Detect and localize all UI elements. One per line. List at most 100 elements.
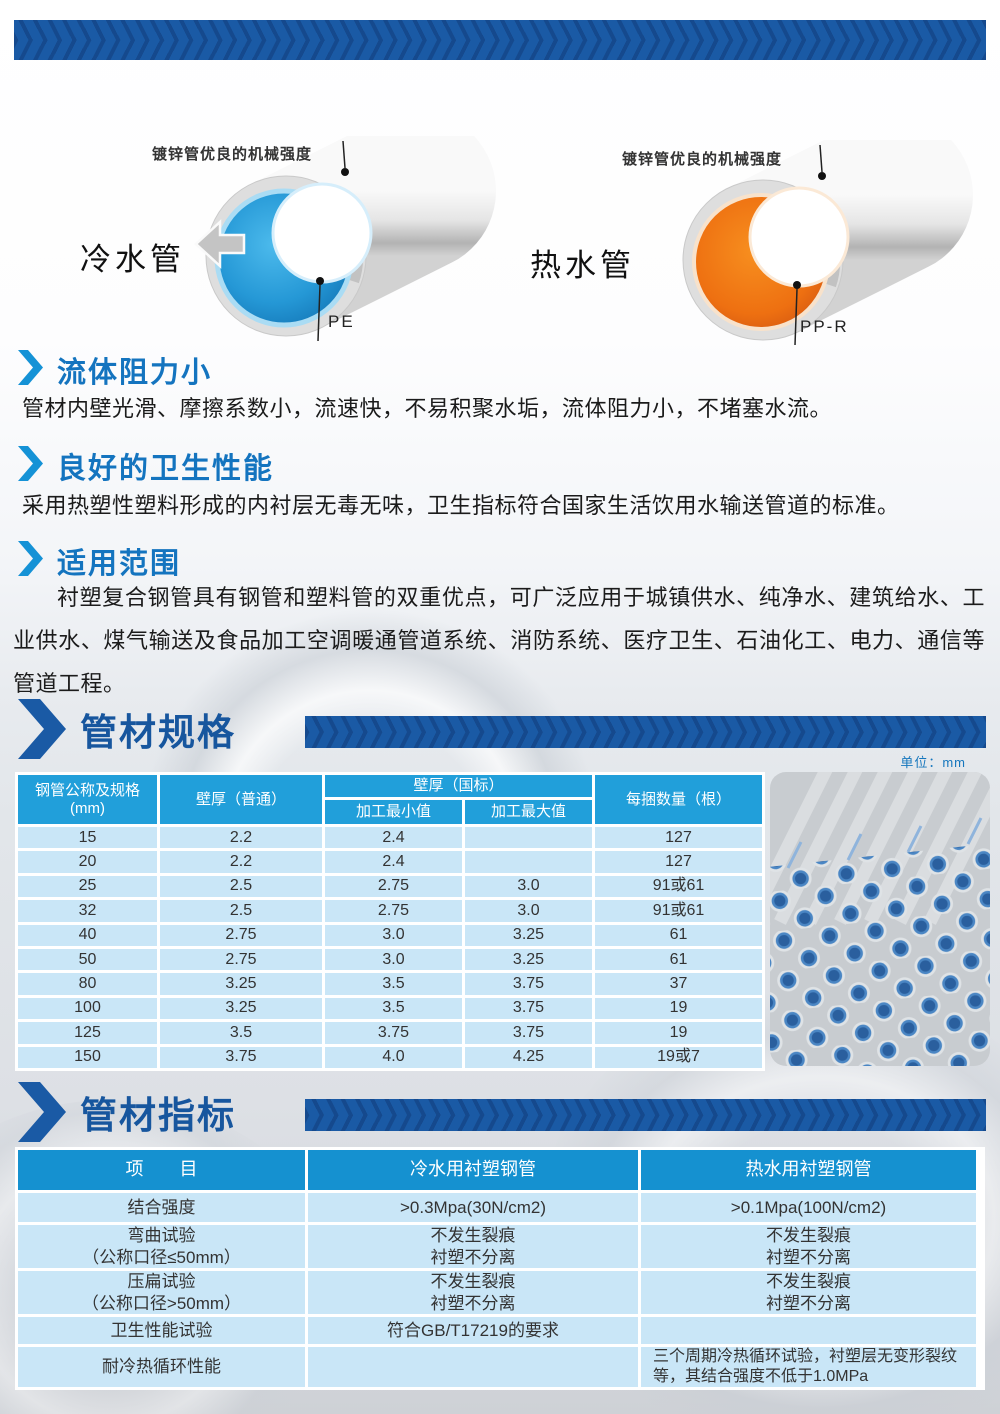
hot-lining-label: PP-R <box>800 317 849 336</box>
index-cell: 不发生裂痕 衬塑不分离 <box>308 1225 638 1268</box>
cold-lining-label: PE <box>328 312 355 331</box>
feature-body-hygiene: 采用热塑性塑料形成的内衬层无毒无味，卫生指标符合国家生活饮用水输送管道的标准。 <box>22 493 900 518</box>
spec-cell: 3.75 <box>160 1046 322 1068</box>
spec-cell: 2.5 <box>160 875 322 898</box>
spec-cell: 91或61 <box>595 900 762 922</box>
spec-cell: 4.0 <box>325 1046 462 1068</box>
spec-cell <box>465 851 592 873</box>
index-col-header: 冷水用衬塑钢管 <box>308 1150 638 1190</box>
spec-col-header: 壁厚（普通） <box>160 775 322 824</box>
feature-body-scope: 衬塑复合钢管具有钢管和塑料管的双重优点，可广泛应用于城镇供水、纯净水、建筑给水、… <box>13 585 985 696</box>
spec-cell: 3.5 <box>325 973 462 995</box>
cold-pipe-title: 冷水管 <box>80 242 185 277</box>
spec-cell: 3.25 <box>465 948 592 971</box>
spec-cell: 3.0 <box>325 924 462 946</box>
spec-cell: 19 <box>595 1022 762 1044</box>
spec-col-header: 钢管公称及规格(mm) <box>18 775 157 824</box>
chevron-bullet-icon <box>18 446 43 481</box>
index-cell: 卫生性能试验 <box>18 1317 305 1344</box>
spec-cell: 19 <box>595 997 762 1020</box>
spec-cell: 61 <box>595 948 762 971</box>
spec-section-title: 管材规格 <box>80 712 236 753</box>
spec-cell: 2.5 <box>160 900 322 922</box>
spec-cell: 3.75 <box>325 1022 462 1044</box>
spec-cell: 3.0 <box>325 948 462 971</box>
spec-cell: 3.25 <box>465 924 592 946</box>
spec-cell: 20 <box>18 851 157 873</box>
spec-cell: 100 <box>18 997 157 1020</box>
spec-cell: 3.0 <box>465 875 592 898</box>
feature-title-fluid-resistance: 流体阻力小 <box>57 357 213 389</box>
spec-cell: 3.5 <box>325 997 462 1020</box>
spec-cell <box>465 827 592 849</box>
spec-table: 钢管公称及规格(mm) 壁厚（普通） 壁厚（国标） 加工最小值 加工最大值 每捆… <box>15 772 765 1071</box>
index-cell <box>308 1347 638 1387</box>
index-cell: 耐冷热循环性能 <box>18 1347 305 1387</box>
cold-pipe-callout: 镀锌管优良的机械强度 <box>152 146 313 163</box>
spec-cell: 91或61 <box>595 875 762 898</box>
spec-cell: 4.25 <box>465 1046 592 1068</box>
spec-cell: 2.75 <box>160 924 322 946</box>
spec-cell: 3.25 <box>160 997 322 1020</box>
top-decorative-band <box>14 20 986 60</box>
section-decorative-band <box>305 1099 986 1131</box>
spec-cell: 3.75 <box>465 1022 592 1044</box>
spec-cell: 2.75 <box>325 875 462 898</box>
feature-body-fluid-resistance: 管材内壁光滑、摩擦系数小，流速快，不易积聚水垢，流体阻力小，不堵塞水流。 <box>22 396 833 421</box>
section-decorative-band <box>305 716 986 748</box>
spec-cell: 2.4 <box>325 827 462 849</box>
spec-cell: 127 <box>595 851 762 873</box>
spec-cell: 2.4 <box>325 851 462 873</box>
spec-cell: 50 <box>18 948 157 971</box>
spec-subheader-min: 加工最小值 <box>325 800 462 824</box>
spec-group-header: 壁厚（国标） <box>325 775 592 797</box>
index-col-header: 热水用衬塑钢管 <box>641 1150 976 1190</box>
index-cell: 结合强度 <box>18 1193 305 1222</box>
index-section-title: 管材指标 <box>80 1095 236 1136</box>
spec-cell: 3.5 <box>160 1022 322 1044</box>
hot-pipe-callout: 镀锌管优良的机械强度 <box>622 151 783 168</box>
spec-cell: 25 <box>18 875 157 898</box>
index-table: 项 目 冷水用衬塑钢管 热水用衬塑钢管 结合强度 >0.3Mpa(30N/cm2… <box>15 1147 985 1390</box>
spec-cell: 15 <box>18 827 157 849</box>
index-cell: 不发生裂痕 衬塑不分离 <box>641 1271 976 1314</box>
left-arrow-icon <box>194 219 246 269</box>
spec-cell: 32 <box>18 900 157 922</box>
index-cell: >0.1Mpa(100N/cm2) <box>641 1193 976 1222</box>
section-chevron-icon <box>18 699 66 759</box>
spec-cell: 37 <box>595 973 762 995</box>
spec-cell: 2.75 <box>160 948 322 971</box>
pipes-stack-photo <box>770 772 990 1066</box>
hot-pipe-title: 热水管 <box>530 248 635 283</box>
index-cell: 三个周期冷热循环试验，衬塑层无变形裂纹等，其结合强度不低于1.0MPa <box>641 1347 976 1387</box>
hot-pipe-illustration <box>682 140 973 346</box>
index-cell: 不发生裂痕 衬塑不分离 <box>308 1271 638 1314</box>
chevron-bullet-icon <box>18 541 43 576</box>
spec-cell: 2.2 <box>160 827 322 849</box>
spec-cell: 125 <box>18 1022 157 1044</box>
chevron-bullet-icon <box>18 350 43 385</box>
spec-subheader-max: 加工最大值 <box>465 800 592 824</box>
index-cell: 弯曲试验 （公称口径≤50mm） <box>18 1225 305 1268</box>
unit-label: 单位：mm <box>900 755 966 770</box>
index-col-header: 项 目 <box>18 1150 305 1190</box>
index-cell: 不发生裂痕 衬塑不分离 <box>641 1225 976 1268</box>
spec-cell: 19或7 <box>595 1046 762 1068</box>
spec-cell: 80 <box>18 973 157 995</box>
index-cell: >0.3Mpa(30N/cm2) <box>308 1193 638 1222</box>
section-chevron-icon <box>18 1082 66 1142</box>
feature-title-scope: 适用范围 <box>57 548 182 580</box>
index-cell <box>641 1317 976 1344</box>
spec-cell: 127 <box>595 827 762 849</box>
spec-cell: 3.75 <box>465 973 592 995</box>
spec-cell: 3.0 <box>465 900 592 922</box>
spec-cell: 3.75 <box>465 997 592 1020</box>
spec-cell: 3.25 <box>160 973 322 995</box>
index-cell: 压扁试验 （公称口径>50mm） <box>18 1271 305 1314</box>
feature-title-hygiene: 良好的卫生性能 <box>57 453 275 485</box>
spec-col-header: 每捆数量（根） <box>595 775 762 824</box>
cold-pipe-illustration <box>194 136 496 342</box>
spec-cell: 150 <box>18 1046 157 1068</box>
spec-cell: 61 <box>595 924 762 946</box>
